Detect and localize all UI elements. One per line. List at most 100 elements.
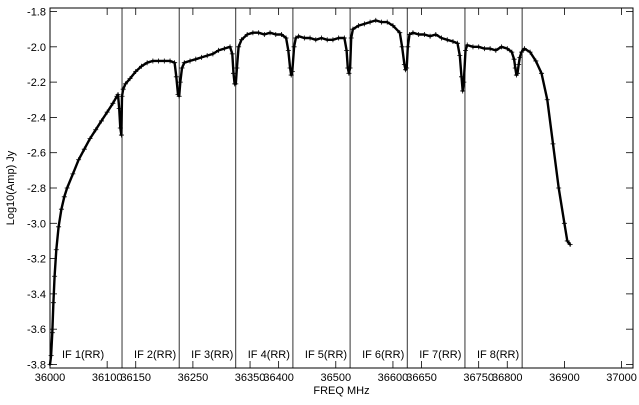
- x-tick-label: 36800: [492, 372, 523, 384]
- data-point: [110, 100, 116, 106]
- y-tick-label: -2.2: [27, 77, 46, 89]
- data-point: [512, 65, 518, 71]
- data-point: [81, 146, 87, 152]
- data-point: [293, 35, 299, 41]
- if-label: IF 8(RR): [477, 349, 519, 361]
- data-point: [487, 46, 493, 52]
- data-point: [416, 31, 422, 37]
- data-point: [450, 39, 456, 45]
- data-point: [504, 46, 510, 52]
- data-point: [76, 157, 82, 163]
- data-point: [461, 79, 467, 85]
- data-point: [285, 47, 291, 53]
- data-point: [399, 44, 405, 50]
- data-point: [433, 31, 439, 37]
- data-point: [144, 60, 150, 66]
- data-point: [150, 58, 156, 64]
- x-tick-label: 36650: [406, 372, 437, 384]
- x-tick-label: 36750: [463, 372, 494, 384]
- data-point: [216, 47, 222, 53]
- data-point: [250, 30, 256, 36]
- x-tick-label: 36100: [92, 372, 123, 384]
- data-point: [539, 70, 545, 76]
- y-tick-label: -2.8: [27, 183, 46, 195]
- data-point: [527, 49, 533, 55]
- data-point: [401, 61, 407, 67]
- x-tick-label: 36500: [320, 372, 351, 384]
- x-tick-label: 36400: [263, 372, 294, 384]
- data-point: [356, 23, 362, 29]
- y-tick-label: -3.6: [27, 324, 46, 336]
- data-point: [204, 53, 210, 59]
- data-point: [261, 31, 267, 37]
- data-point: [336, 35, 342, 41]
- if-label: IF 6(RR): [362, 349, 404, 361]
- data-point: [291, 44, 297, 50]
- data-point: [133, 69, 139, 75]
- y-tick-label: -3.0: [27, 218, 46, 230]
- data-point: [198, 54, 204, 60]
- data-point: [161, 58, 167, 64]
- data-point: [58, 206, 64, 212]
- data-point: [476, 44, 482, 50]
- data-point: [181, 60, 187, 66]
- data-point: [367, 19, 373, 25]
- data-point: [120, 86, 126, 92]
- data-point: [187, 58, 193, 64]
- data-point: [56, 224, 62, 230]
- data-point: [287, 65, 293, 71]
- if-label: IF 5(RR): [305, 349, 347, 361]
- data-point: [98, 118, 104, 124]
- data-point: [64, 185, 70, 191]
- data-point: [516, 61, 522, 67]
- data-point: [50, 300, 56, 306]
- data-point: [172, 60, 178, 66]
- y-tick-label: -3.4: [27, 289, 46, 301]
- data-point: [313, 37, 319, 43]
- data-point: [544, 97, 550, 103]
- data-point: [267, 30, 273, 36]
- x-tick-label: 36250: [178, 372, 209, 384]
- data-point: [384, 19, 390, 25]
- data-point: [118, 132, 124, 138]
- data-point: [567, 241, 573, 247]
- x-tick-label: 36000: [35, 372, 66, 384]
- data-point: [119, 93, 125, 99]
- data-point: [53, 247, 59, 253]
- data-point: [93, 127, 99, 133]
- data-point: [167, 58, 173, 64]
- data-point: [348, 35, 354, 41]
- data-point: [288, 72, 294, 78]
- data-point: [229, 51, 235, 57]
- data-point: [236, 44, 242, 50]
- data-point: [234, 65, 240, 71]
- data-point: [561, 220, 567, 226]
- data-point: [379, 19, 385, 25]
- data-point: [296, 33, 302, 39]
- data-point: [61, 194, 67, 200]
- data-point: [439, 35, 445, 41]
- data-point: [127, 76, 133, 82]
- amplitude-series-line: [48, 19, 572, 366]
- data-point: [457, 53, 463, 59]
- data-point: [459, 74, 465, 80]
- data-point: [455, 40, 461, 46]
- data-point: [116, 106, 122, 112]
- data-point: [410, 30, 416, 36]
- x-tick-label: 37000: [606, 372, 637, 384]
- data-point: [397, 30, 403, 36]
- y-tick-label: -2.6: [27, 148, 46, 160]
- if-label: IF 1(RR): [62, 349, 104, 361]
- y-tick-label: -3.8: [27, 359, 46, 371]
- data-point: [347, 65, 353, 71]
- data-point: [210, 51, 216, 57]
- y-tick-label: -2.4: [27, 112, 46, 124]
- data-point: [117, 125, 123, 131]
- x-tick-label: 36600: [378, 372, 409, 384]
- data-point: [444, 37, 450, 43]
- data-point: [173, 74, 179, 80]
- data-point: [227, 44, 233, 50]
- data-point: [427, 33, 433, 39]
